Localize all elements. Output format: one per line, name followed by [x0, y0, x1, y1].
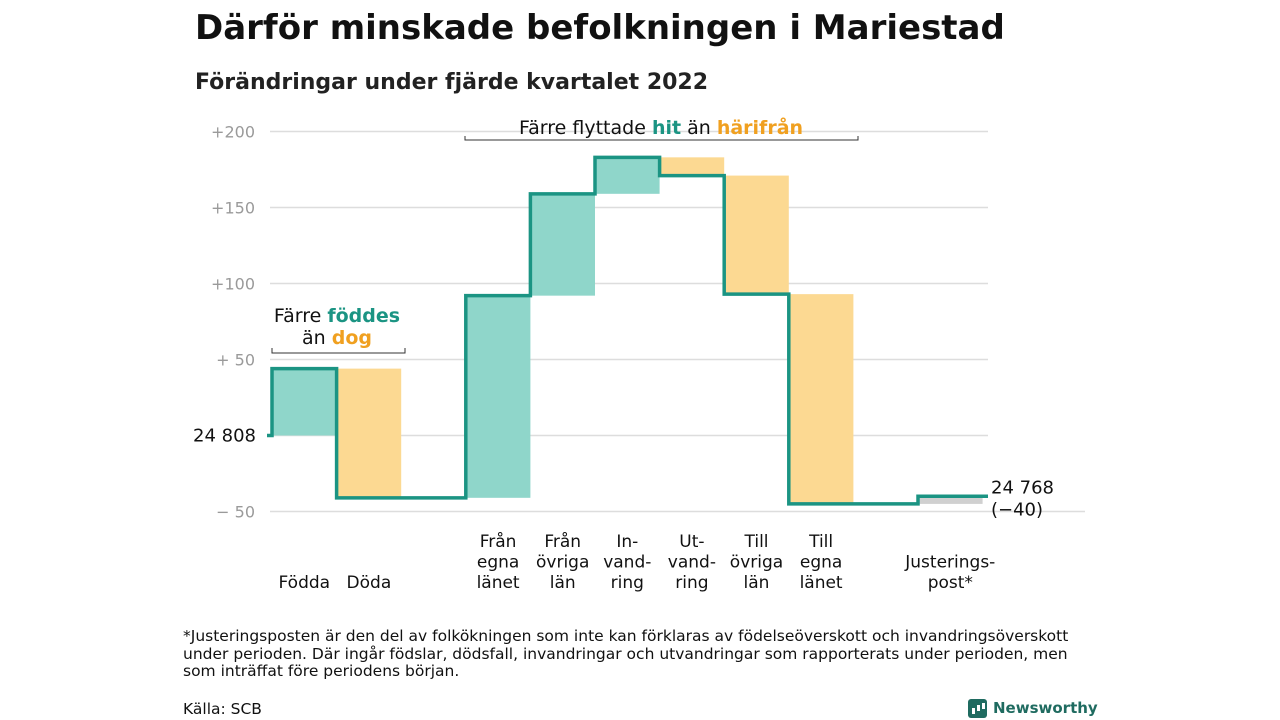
y-tick-label: +150 [211, 199, 255, 218]
waterfall-bar [272, 368, 337, 436]
x-tick-label: Justerings-post* [904, 553, 995, 594]
waterfall-bar [530, 193, 595, 296]
x-tick-label: Födda [279, 573, 331, 593]
x-tick-label: Till övriga län [730, 532, 783, 593]
chart-subtitle: Förändringar under fjärde kvartalet 2022 [195, 70, 709, 95]
y-tick-label: +200 [211, 123, 255, 142]
source-note: Källa: SCB [183, 700, 262, 718]
waterfall-bar [788, 294, 854, 504]
footnote: *Justeringsposten är den del av folkökni… [183, 627, 1069, 680]
start-value-label: 24 808 [193, 426, 256, 447]
x-tick-label: Från egna länet [477, 531, 520, 593]
x-tick-label: Till egna länet [800, 532, 843, 593]
x-tick-label: In-vand-ring [603, 532, 651, 593]
y-tick-label: − 50 [216, 503, 255, 522]
moves-bracket [464, 136, 859, 141]
births-bracket [271, 348, 406, 354]
brand-name: Newsworthy [993, 699, 1098, 717]
end-value-label: (−40) [991, 499, 1043, 520]
step-line [267, 155, 988, 506]
x-tick-label: Från övriga län [536, 531, 589, 593]
newsworthy-logo-icon [968, 698, 987, 718]
y-tick-label: + 50 [216, 351, 255, 370]
waterfall-bar [918, 496, 983, 504]
x-tick-label: Ut-vand-ring [668, 532, 716, 593]
bars [272, 157, 983, 504]
births-annotation: Färre föddes [274, 305, 400, 327]
waterfall-bar [336, 368, 402, 498]
waterfall-bar [659, 157, 725, 176]
waterfall-bar [724, 175, 789, 295]
labels: Födda Döda Från egna länet Från övriga län In-va… [193, 115, 1054, 593]
step-line-path [267, 155, 988, 506]
x-tick-label: Döda [347, 573, 392, 593]
waterfall-bar [465, 295, 531, 498]
moves-annotation: Färre flyttade hit än härifrån [519, 115, 803, 139]
births-annotation-line2: än dog [302, 327, 372, 349]
grid-lines: +200 +150 +100 + 50 − 50 [211, 123, 1085, 522]
waterfall-chart: +200 +150 +100 + 50 − 50 Födda Döda Från egna lä… [193, 115, 1085, 593]
y-tick-label: +100 [211, 275, 255, 294]
end-value-label: 24 768 [991, 477, 1054, 498]
brand-logo: Newsworthy [968, 697, 1098, 719]
chart-title: Därför minskade befolkningen i Mariestad [195, 8, 1005, 48]
waterfall-bar [595, 157, 660, 194]
